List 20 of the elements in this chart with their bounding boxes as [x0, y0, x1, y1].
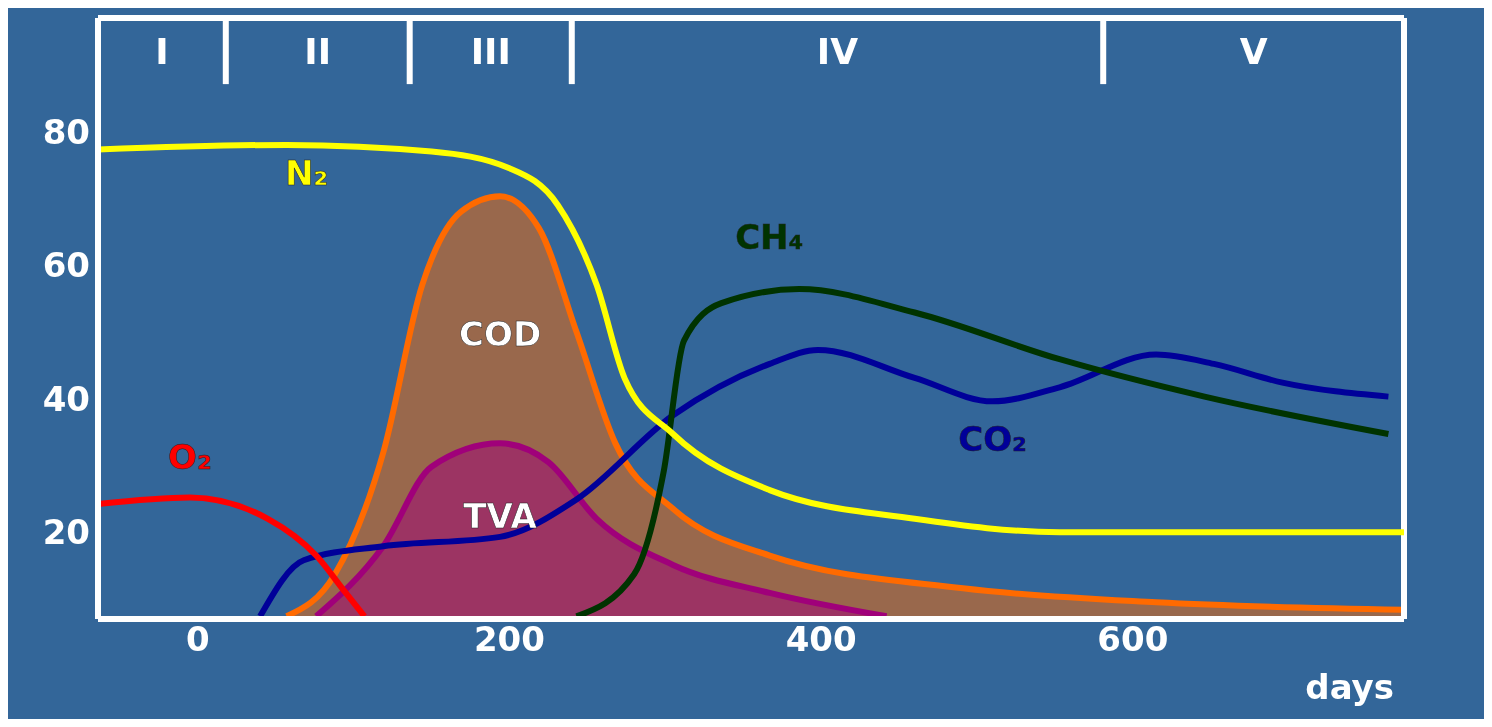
annotation: IV: [816, 30, 859, 72]
x-tick-label: 200: [473, 619, 545, 660]
series-label: CO₂: [958, 419, 1027, 460]
y-tick-label: 20: [42, 512, 90, 553]
series-label: COD: [459, 314, 542, 355]
x-tick-label: 0: [185, 619, 210, 660]
y-tick-label: 60: [42, 245, 90, 286]
x-tick-label: 600: [1097, 619, 1169, 660]
y-tick-label: 80: [42, 111, 90, 152]
x-tick-label: 400: [785, 619, 857, 660]
annotation: III: [470, 30, 511, 72]
series-label: O₂: [168, 437, 212, 478]
annotation: II: [304, 30, 332, 72]
annotation: V: [1239, 30, 1268, 72]
y-tick-label: 40: [42, 378, 90, 419]
x-axis-title: days: [1305, 667, 1394, 707]
annotation: I: [155, 30, 169, 72]
series-label: CH₄: [735, 217, 804, 258]
series-label: N₂: [284, 152, 329, 193]
series-label: TVA: [463, 496, 538, 537]
